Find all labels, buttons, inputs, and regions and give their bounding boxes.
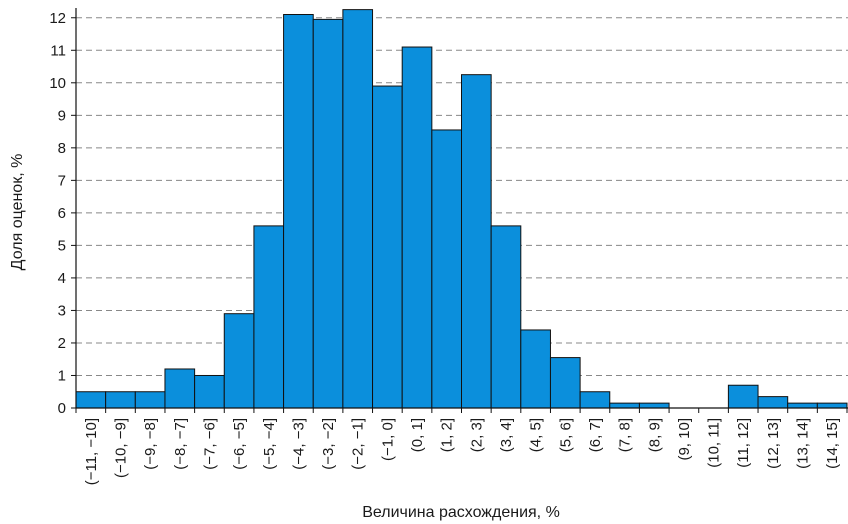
x-tick-label: (2, 3]: [468, 418, 485, 452]
y-tick-label: 4: [58, 270, 66, 287]
histogram-bar: [372, 85, 403, 409]
x-tick-label: (−2, −1]: [350, 418, 367, 470]
histogram-bar: [431, 129, 463, 409]
x-tick-label: (11, 12]: [735, 418, 752, 468]
x-tick-label: (10, 11]: [706, 418, 723, 468]
x-tick-label: (−9, −8]: [142, 418, 159, 470]
y-tick-label: 10: [49, 75, 66, 92]
histogram-bar: [549, 357, 581, 409]
y-tick-label: 9: [58, 107, 66, 124]
x-tick-label: (4, 5]: [528, 418, 545, 452]
x-tick-label: (−4, −3]: [290, 418, 307, 470]
x-tick-label: (3, 4]: [498, 418, 515, 452]
y-tick-label: 3: [58, 302, 66, 319]
x-tick-label: (−1, 0]: [379, 418, 396, 461]
x-tick-label: (−5, −4]: [261, 418, 278, 470]
y-tick-label: 2: [58, 335, 66, 352]
histogram-bar: [401, 46, 433, 409]
x-tick-label: (1, 2]: [439, 418, 456, 452]
x-tick-label: (14, 15]: [824, 418, 841, 469]
y-tick-label: 6: [58, 205, 66, 222]
axes: [71, 8, 848, 413]
x-tick-label: (−7, −6]: [201, 418, 218, 470]
y-axis-title: Доля оценок, %: [9, 154, 26, 271]
x-tick-label: (−10, −9]: [112, 418, 129, 478]
x-tick-label: (13, 14]: [795, 418, 812, 469]
histogram-bar: [638, 402, 670, 409]
histogram-bar: [75, 391, 107, 409]
histogram-bar: [194, 374, 225, 409]
x-tick-label: (−6, −5]: [231, 418, 248, 470]
histogram-bar: [312, 18, 344, 409]
y-tick-label: 1: [58, 367, 66, 384]
y-tick-label: 7: [58, 172, 66, 189]
y-tick-label: 11: [50, 42, 66, 59]
histogram-bar: [757, 396, 789, 409]
y-tick-label: 0: [58, 400, 66, 417]
histogram-bar: [342, 9, 374, 409]
histogram-bar: [105, 391, 136, 409]
x-tick-label: (0, 1]: [409, 418, 426, 452]
histogram-bar: [164, 368, 196, 409]
y-tick-label: 5: [58, 237, 66, 254]
x-tick-labels: (−11, −10] (−10, −9] (−9, −8] (−8, −7] (−7, …: [83, 418, 841, 485]
histogram-bar: [283, 14, 314, 409]
y-tick-label: 8: [58, 140, 66, 157]
histogram-bar: [609, 402, 640, 409]
x-tick-label: (8, 9]: [646, 418, 663, 452]
histogram-bar: [461, 74, 492, 409]
histogram-bar: [787, 402, 818, 409]
histogram-bar: [134, 391, 166, 409]
x-tick-label: (12, 13]: [765, 418, 782, 469]
x-axis-title: Величина расхождения, %: [362, 504, 560, 521]
bars: [75, 9, 848, 409]
histogram-bar: [253, 225, 285, 409]
histogram-bar: [727, 384, 759, 409]
x-tick-label: (9, 10]: [676, 418, 693, 461]
x-tick-label: (7, 8]: [617, 418, 634, 452]
x-tick-label: (6, 7]: [587, 418, 604, 452]
x-tick-label: (−8, −7]: [172, 418, 189, 470]
x-tick-label: (5, 6]: [557, 418, 574, 452]
histogram-bar: [520, 329, 551, 409]
y-tick-label: 12: [49, 10, 66, 27]
histogram-bar: [490, 225, 522, 409]
histogram-bar: [223, 313, 255, 409]
histogram-bar: [579, 391, 611, 409]
histogram-bar: [816, 402, 848, 409]
x-tick-label: (−11, −10]: [83, 418, 100, 485]
x-tick-label: (−3, −2]: [320, 418, 337, 470]
